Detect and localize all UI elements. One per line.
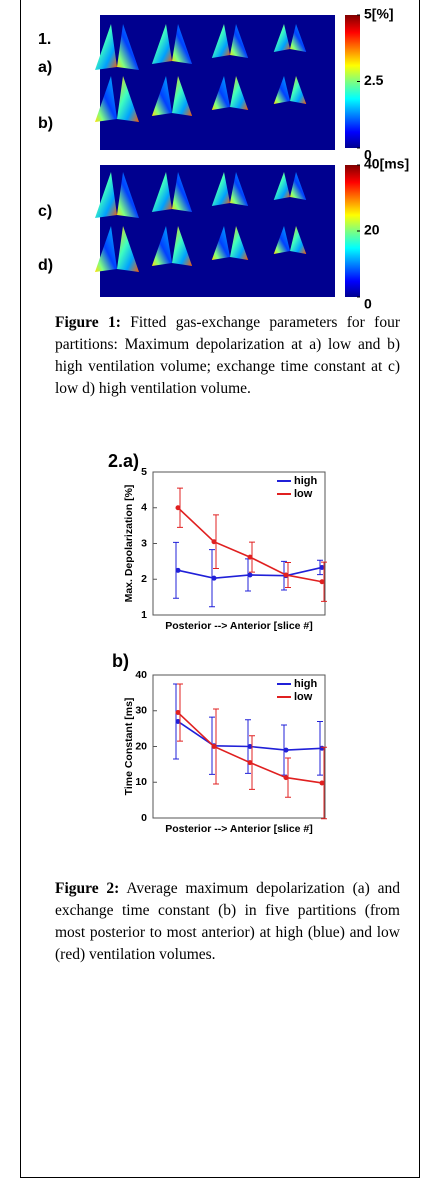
data-point [284,572,289,577]
data-point [320,579,325,584]
data-point [248,760,253,765]
legend-label: high [294,678,317,690]
data-point [320,780,325,785]
data-point [176,710,181,715]
panel-label: d) [38,257,53,274]
legend-label: low [294,488,313,500]
panel-label: b) [38,115,53,132]
y-axis-label: Max. Depolarization [%] [123,485,135,603]
panel-label: 1. [38,31,51,48]
caption-label: Figure 1: [55,314,121,331]
page: { "figure1": { "labels": ["1.", "a)", "b… [0,0,443,1180]
y-tick-label: 2 [141,573,147,585]
data-point [212,576,217,581]
panel-label: a) [38,59,52,76]
y-tick-label: 3 [141,537,147,549]
panel-label: 2.a) [108,451,139,471]
y-tick-label: 5 [141,466,147,478]
y-tick-label: 1 [141,609,147,621]
x-axis-label: Posterior --> Anterior [slice #] [165,620,313,632]
data-point [248,555,253,560]
y-axis-label: Time Constant [ms] [123,698,135,796]
y-tick-label: 0 [141,812,147,824]
panel-label: b) [112,651,129,671]
y-tick-label: 40 [135,669,147,681]
colorbar-label: 40[ms] [364,156,409,172]
x-axis-label: Posterior --> Anterior [slice #] [165,823,313,835]
series-line [178,508,322,582]
data-point [212,744,217,749]
colorbar-label: 0 [364,296,372,312]
y-tick-label: 4 [141,502,147,514]
colorbar-label: 5[%] [364,6,394,22]
caption-label: Figure 2: [55,880,119,897]
y-tick-label: 30 [135,705,147,717]
data-point [176,568,181,573]
colorbar-label: 20 [364,222,380,238]
data-point [176,505,181,510]
legend-label: low [294,691,313,703]
y-tick-label: 10 [135,776,147,788]
data-point [212,539,217,544]
legend-label: high [294,475,317,487]
figure-caption: Figure 2: Average maximum depolarization… [55,878,400,966]
colorbar-label: 2.5 [364,72,384,88]
data-point [248,572,253,577]
data-point [284,775,289,780]
figures: 1. a) b) c) d) 0 2.5 5[%] 0 20 40[ms] 2.a) Posterior… [0,0,443,1180]
panel-label: c) [38,203,52,220]
y-tick-label: 20 [135,740,147,752]
data-point [284,748,289,753]
figure-caption: Figure 1: Fitted gas-exchange parameters… [55,312,400,400]
